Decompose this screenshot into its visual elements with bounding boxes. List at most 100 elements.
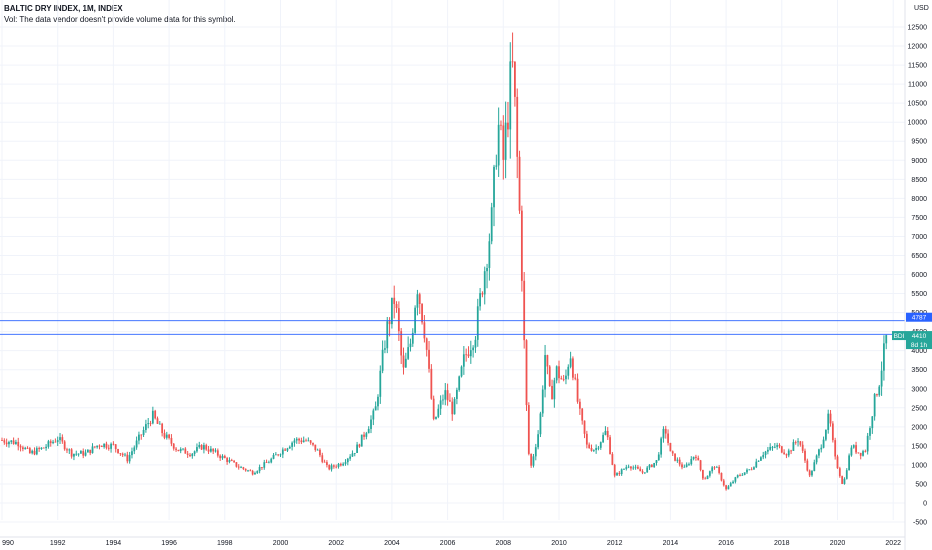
candle-body [288,446,291,449]
candle-body [21,447,24,450]
candle-body [831,423,834,441]
candle-body [300,440,303,443]
candle-body [237,466,240,468]
candle-body [184,448,187,454]
candle-body [507,122,509,130]
candle-body [251,470,254,475]
candle-body [783,452,786,455]
candle-body [221,455,224,459]
candle-body [569,358,572,367]
candle-body [411,332,414,344]
candle-body [771,446,774,448]
y-tick-label: 9500 [911,139,927,146]
candle-body [479,293,481,307]
candle-body [124,454,126,456]
candle-body [279,454,282,456]
grid [0,0,905,523]
candle-body [332,465,335,467]
candle-body [869,428,871,436]
candle-body [734,477,737,482]
candle-body [96,445,99,448]
candle-body [68,449,71,451]
candle-body [216,450,219,456]
candle-body [671,451,674,454]
candle-body [467,354,470,357]
candle-body [54,441,57,443]
y-tick-label: 8500 [911,177,927,184]
candle-body [230,460,233,461]
candle-body [147,423,150,425]
y-tick-label: 11000 [908,82,927,89]
candle-body [662,428,665,439]
candle-body [360,434,363,447]
candle-body [678,459,681,465]
candle-body [316,449,319,451]
candle-body [885,335,888,344]
candle-body [409,343,412,348]
candle-body [191,453,194,457]
candle-body [386,321,389,349]
candle-body [138,434,140,441]
candle-body [674,453,676,461]
candle-body [444,390,447,400]
candle-body [692,456,695,459]
candle-body [523,280,526,341]
candle-body [388,321,391,325]
y-tick-label: 2000 [911,424,927,431]
candle-body [242,467,245,469]
candle-body [813,462,816,472]
candle-body [86,449,89,453]
candle-body [578,401,581,409]
candle-body [871,416,874,429]
candle-body [344,462,347,464]
candle-body [776,445,779,447]
candle-body [599,442,602,448]
candle-body [70,449,73,457]
candle-body [792,442,795,451]
candle-body [105,443,108,448]
last-price-label: 4410 [912,333,927,340]
candle-body [514,61,516,97]
x-tick-label: 2020 [830,540,846,547]
candle-body [760,457,762,461]
candle-body [446,390,449,401]
candle-body [75,453,78,455]
candle-body [186,453,189,455]
y-tick-label: 3000 [911,386,927,393]
y-tick-label: 1000 [911,462,927,469]
candle-body [142,429,145,435]
candle-body [321,455,324,462]
candle-body [193,451,196,454]
candle-body [785,454,788,456]
horizontal-lines [0,320,905,335]
candle-body [639,468,642,472]
candle-body [98,445,101,447]
y-tick-label: 10000 [908,120,928,127]
candle-body [555,366,558,381]
x-tick-label: 2022 [885,540,901,547]
candle-body [228,460,231,462]
candle-body [19,446,22,448]
candle-body [836,456,839,469]
candle-body [695,456,697,458]
candle-body [511,61,514,63]
candle-body [876,394,878,396]
candle-body [214,450,217,452]
candle-body [625,467,628,469]
candle-body [453,398,456,415]
candle-body [650,464,653,467]
candle-body [49,441,52,444]
candle-body [852,445,855,448]
candle-body [769,446,772,450]
candle-body [298,438,300,441]
candle-body [261,467,263,468]
candle-body [1,440,3,441]
candle-body [349,456,352,459]
candle-body [342,463,345,466]
candle-body [170,437,173,444]
candle-body [363,434,365,437]
candle-body [493,166,495,208]
candle-body [648,464,651,468]
x-tick-label: 1996 [161,540,177,547]
